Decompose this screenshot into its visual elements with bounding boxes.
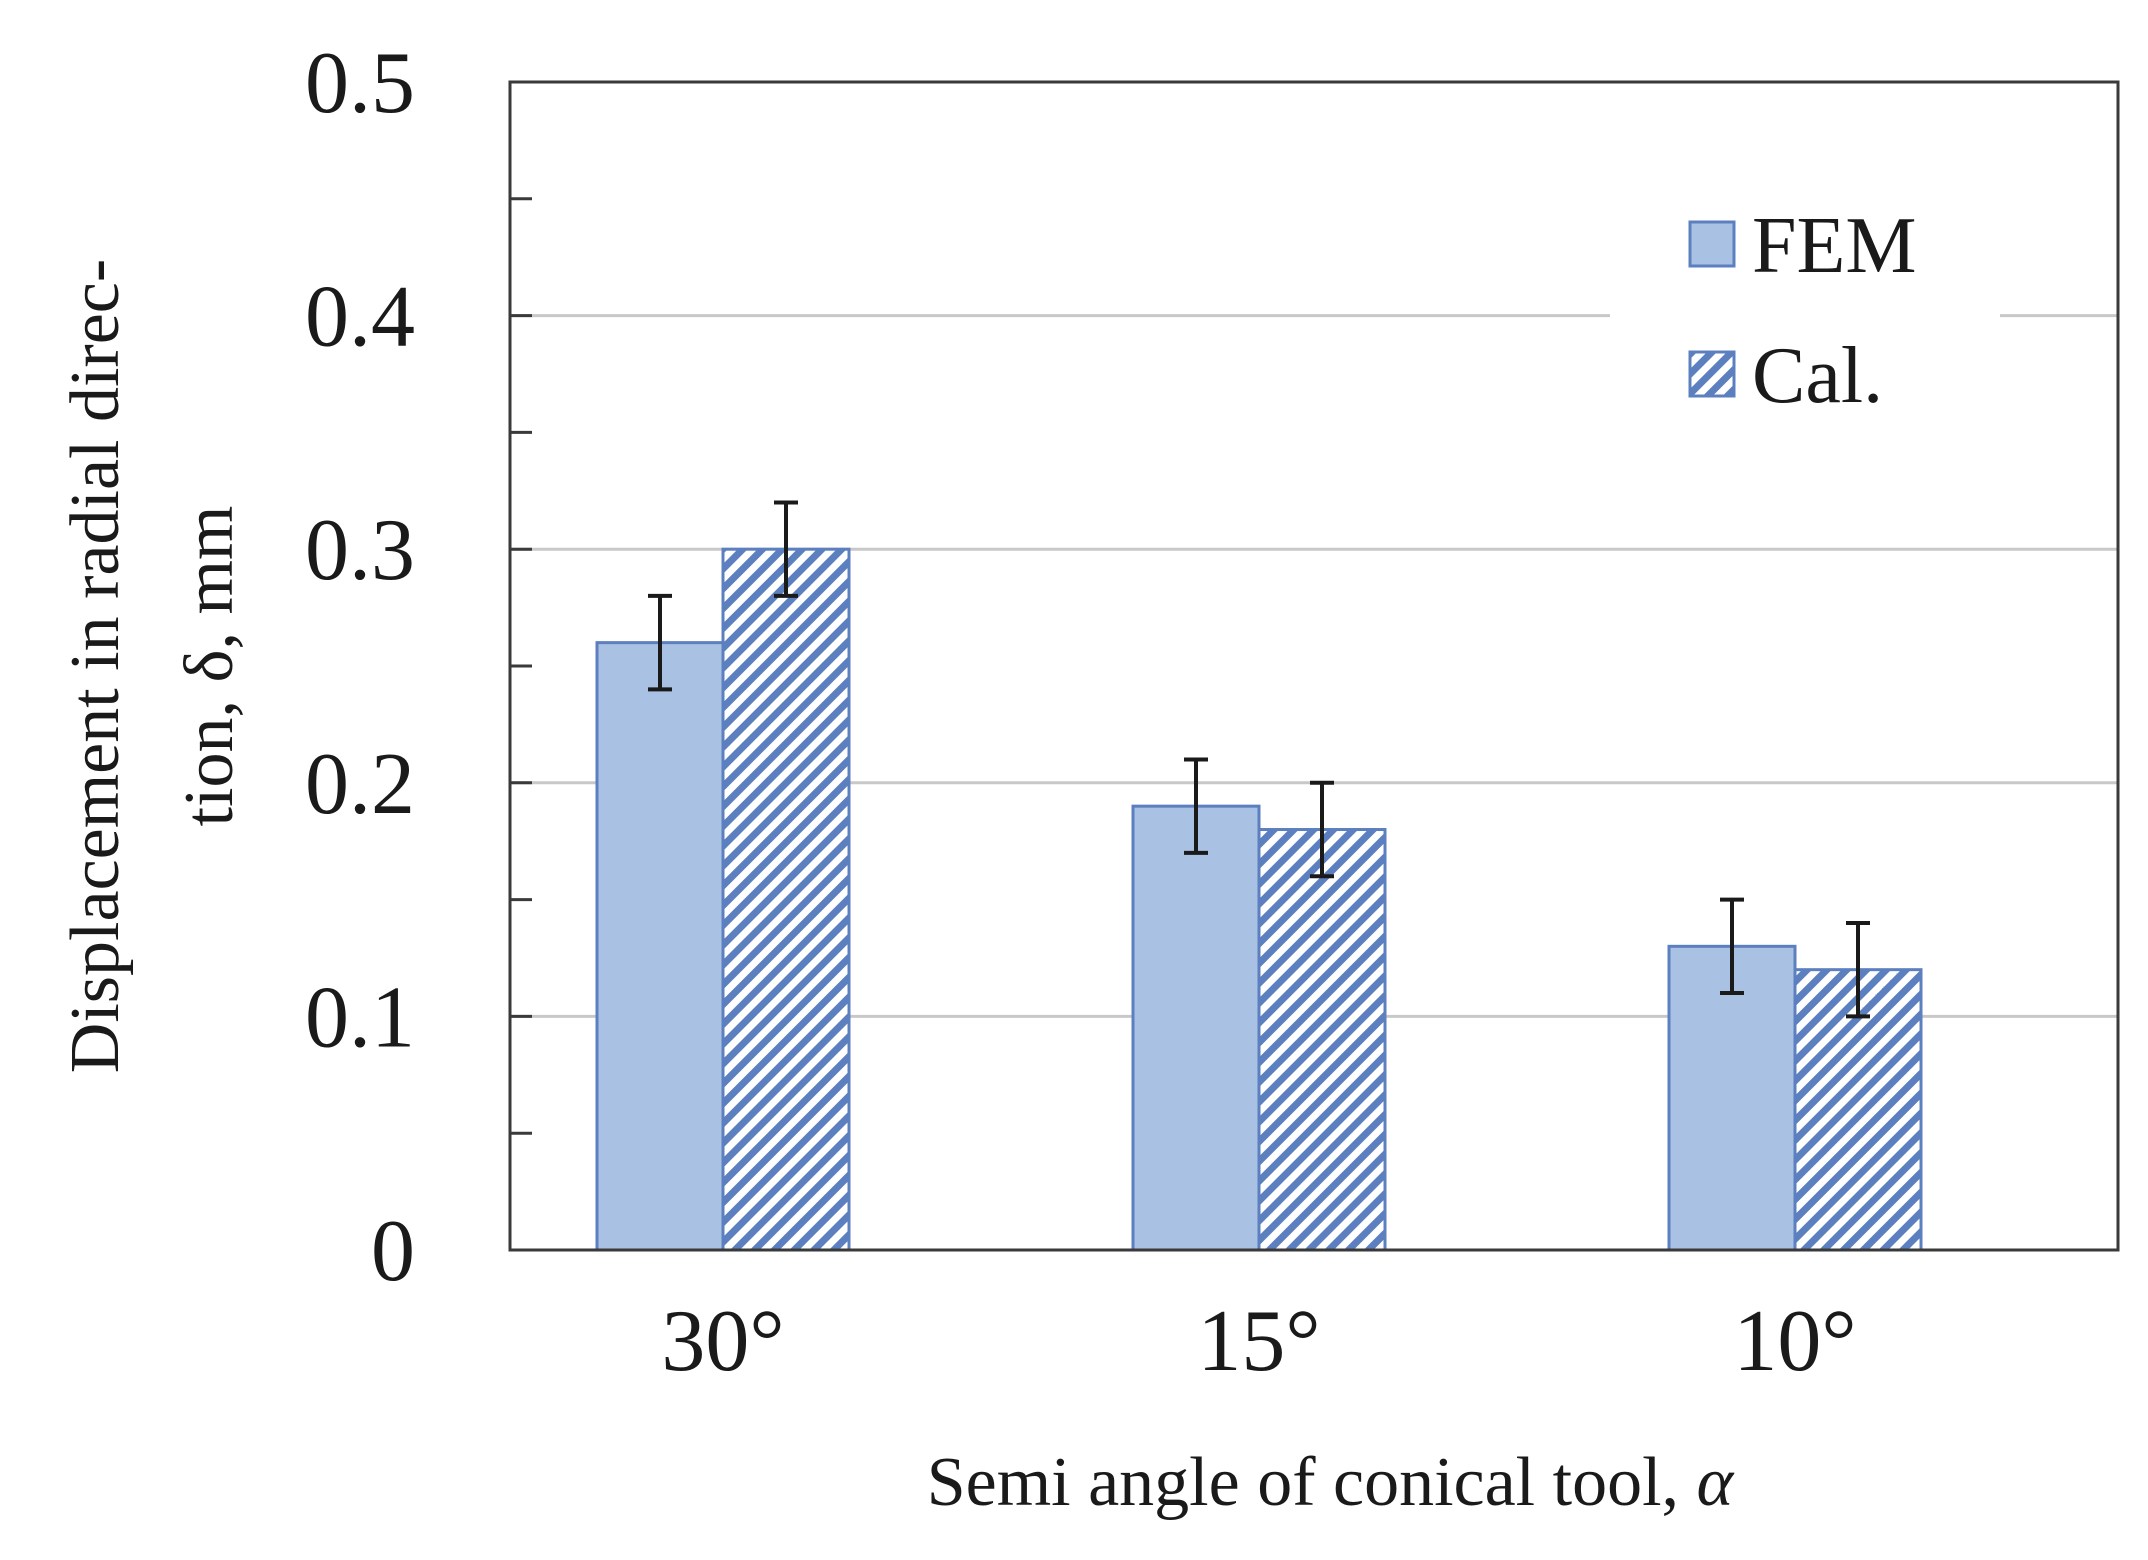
y-ticks xyxy=(510,80,532,1252)
y-tick-label: 0.2 xyxy=(305,736,415,833)
legend-swatch-fem xyxy=(1688,220,1736,268)
legend: FEM Cal. xyxy=(1610,185,2000,420)
y-tick-labels: 0 0.1 0.2 0.3 0.4 0.5 xyxy=(305,35,415,1300)
y-tick-label: 0.5 xyxy=(305,35,415,132)
x-category-label: 15° xyxy=(1197,1293,1320,1390)
legend-background xyxy=(1610,185,2000,420)
x-axis-title-symbol: α xyxy=(1697,1444,1735,1521)
bar-fem-2 xyxy=(1667,944,1797,1252)
y-axis-title-line1: Displacement in radial direc- xyxy=(57,259,134,1073)
x-axis-title-text: Semi angle of conical tool, xyxy=(927,1444,1697,1521)
bar-cal-1 xyxy=(1257,828,1387,1252)
legend-label-fem: FEM xyxy=(1752,202,1917,290)
bar-cal-0 xyxy=(721,547,851,1252)
legend-swatch-cal xyxy=(1688,350,1736,398)
legend-label-cal: Cal. xyxy=(1752,332,1883,420)
x-axis-title: Semi angle of conical tool, α xyxy=(927,1444,1735,1521)
y-axis-title-line2: tion, δ, mm xyxy=(171,506,248,827)
error-bars xyxy=(648,500,1870,1019)
y-tick-label: 0.3 xyxy=(305,502,415,599)
y-tick-label: 0 xyxy=(371,1203,415,1300)
x-category-label: 10° xyxy=(1733,1293,1856,1390)
y-tick-label: 0.1 xyxy=(305,969,415,1066)
x-category-labels: 30° 15° 10° xyxy=(661,1293,1856,1390)
bar-fem-0 xyxy=(595,641,725,1252)
bar-fem-1 xyxy=(1131,804,1261,1252)
x-category-label: 30° xyxy=(661,1293,784,1390)
y-tick-label: 0.4 xyxy=(305,269,415,366)
